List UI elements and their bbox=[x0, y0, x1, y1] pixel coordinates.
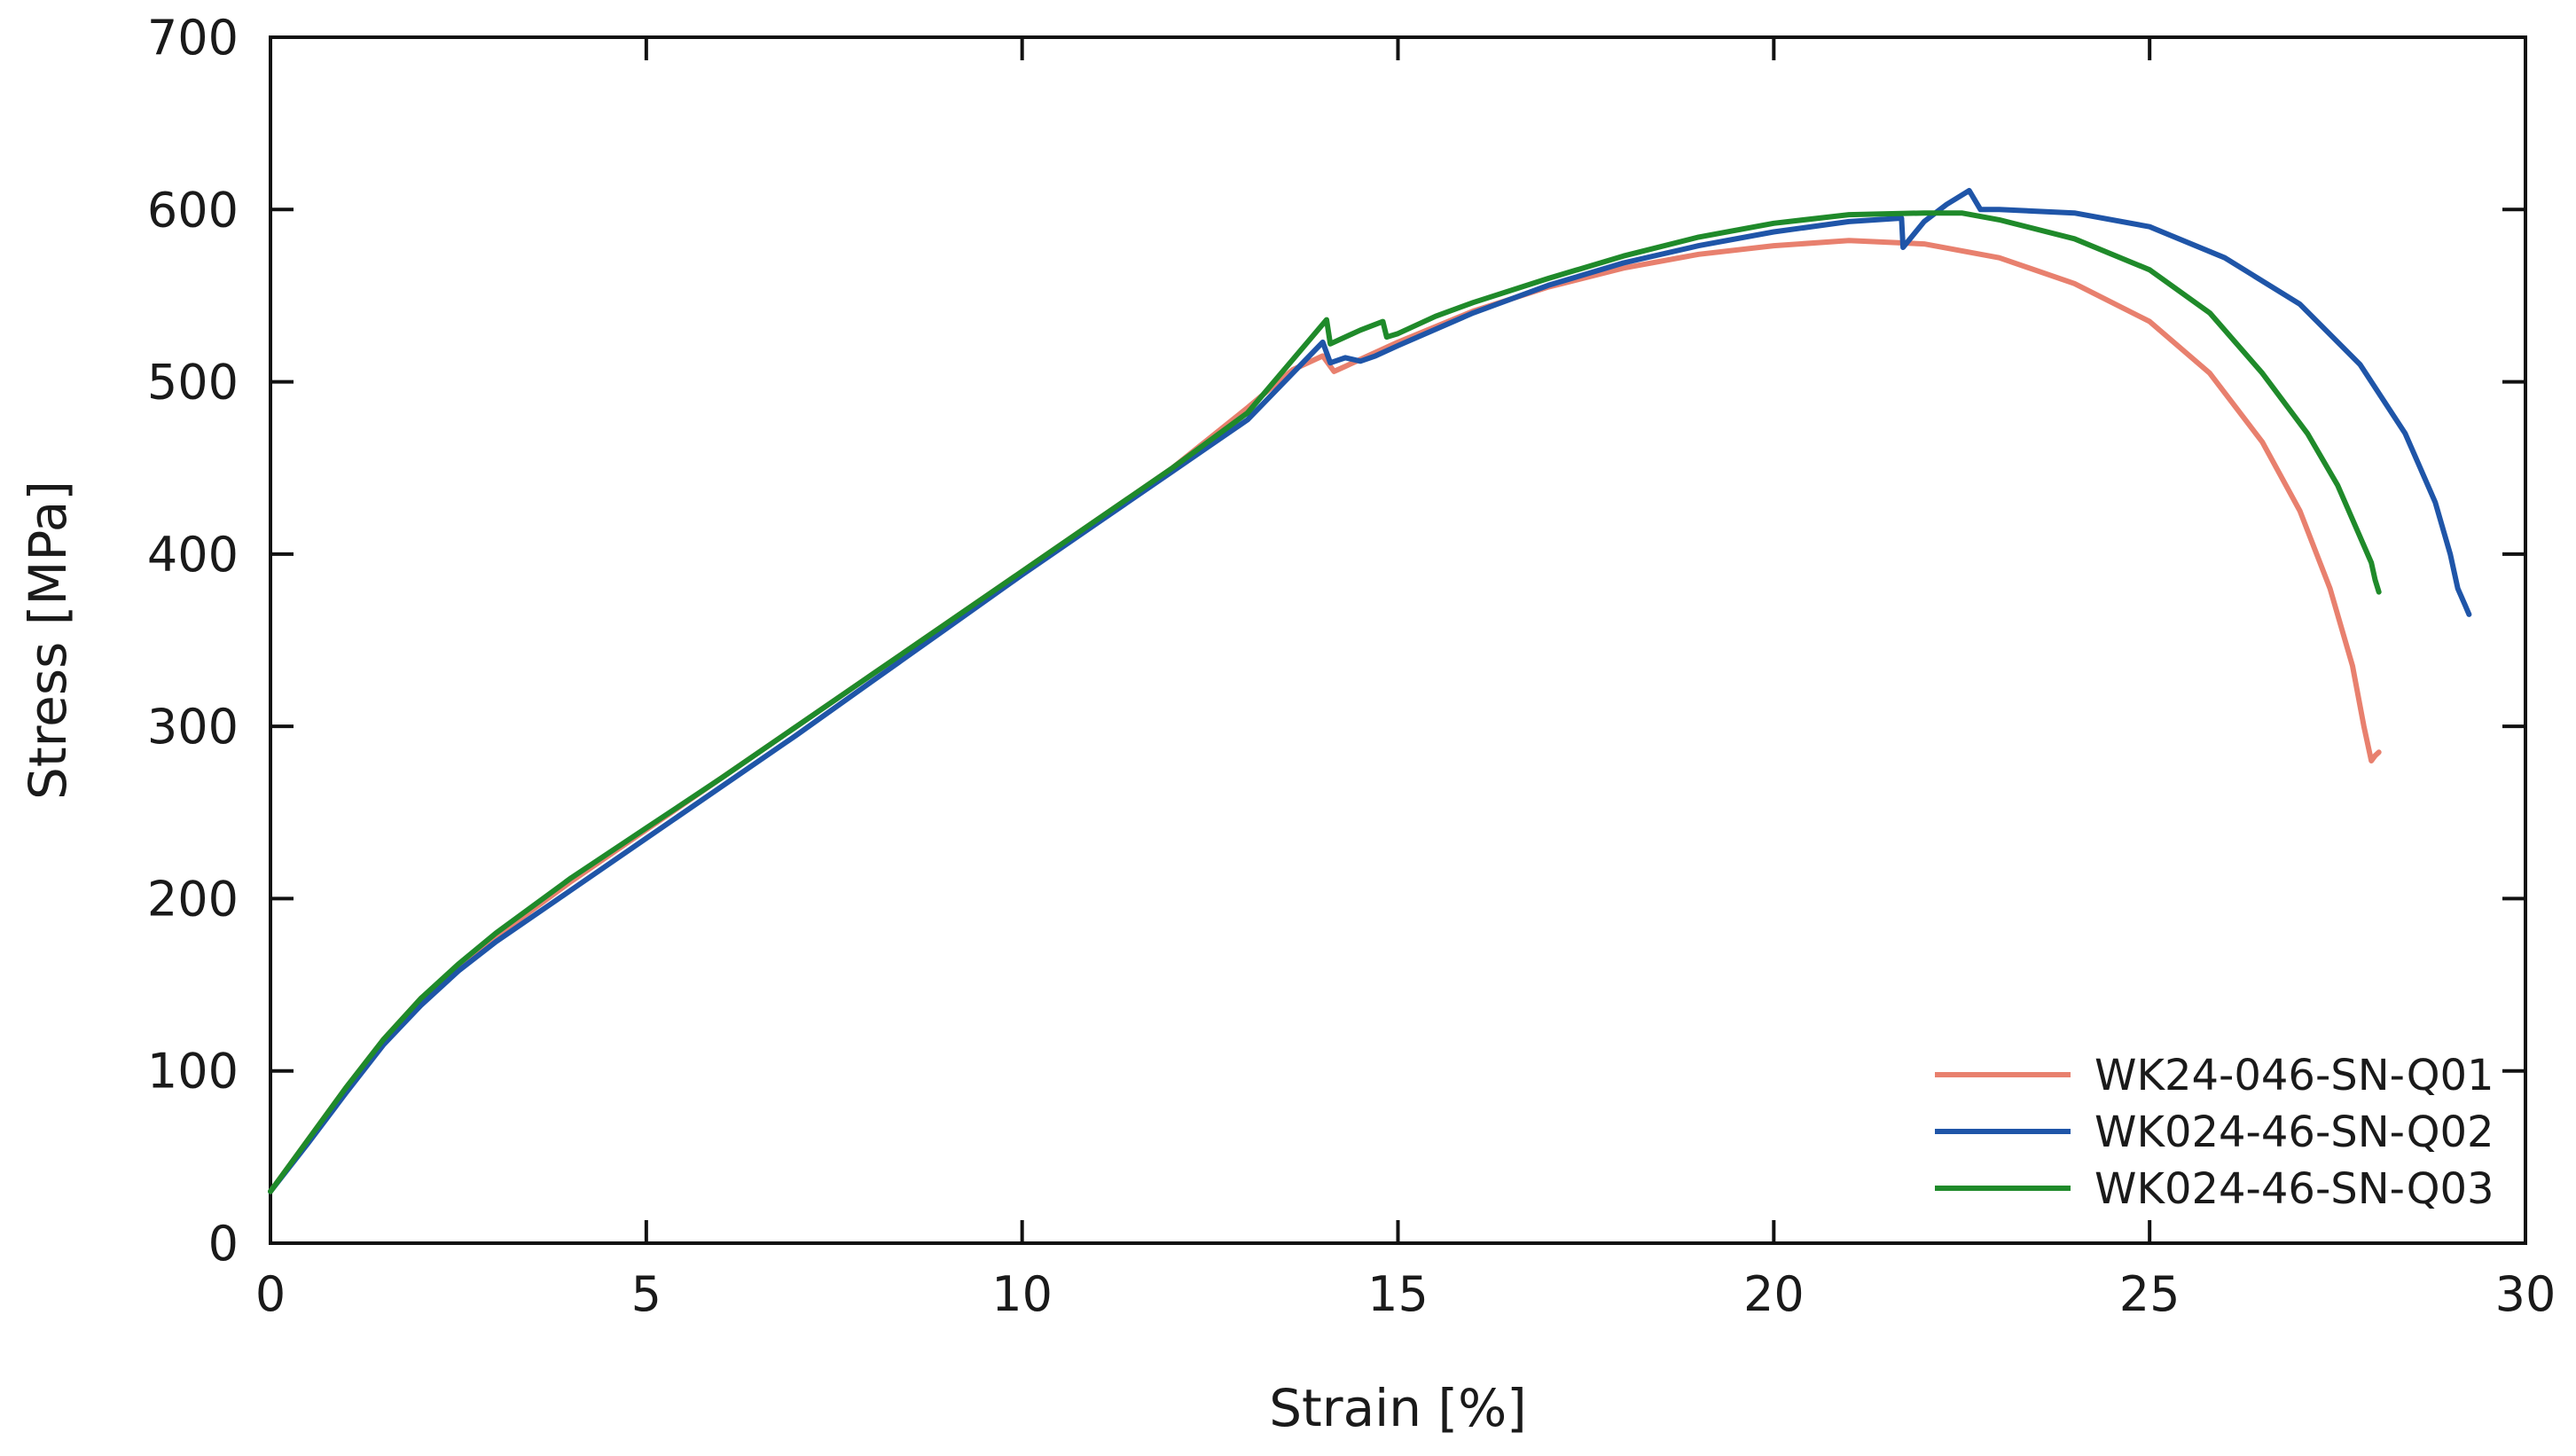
y-tick-label: 500 bbox=[147, 355, 239, 411]
x-axis-title: Strain [%] bbox=[1269, 1378, 1527, 1438]
y-tick-label: 200 bbox=[147, 871, 239, 927]
legend-label-3: WK024-46-SN-Q03 bbox=[2094, 1164, 2494, 1214]
y-tick-label: 700 bbox=[147, 10, 239, 66]
x-tick-label: 20 bbox=[1743, 1266, 1805, 1322]
x-tick-label: 10 bbox=[991, 1266, 1053, 1322]
x-tick-label: 15 bbox=[1367, 1266, 1429, 1322]
y-tick-label: 100 bbox=[147, 1044, 239, 1100]
y-axis-title: Stress [MPa] bbox=[18, 481, 78, 800]
series-line-2 bbox=[268, 187, 2472, 1194]
legend-label-1: WK24-046-SN-Q01 bbox=[2094, 1051, 2494, 1100]
y-tick-label: 400 bbox=[147, 527, 239, 583]
legend-label-2: WK024-46-SN-Q02 bbox=[2094, 1108, 2494, 1157]
x-tick-label: 30 bbox=[2495, 1266, 2556, 1322]
y-tick-label: 300 bbox=[147, 699, 239, 755]
x-tick-label: 0 bbox=[255, 1266, 286, 1322]
x-tick-label: 5 bbox=[631, 1266, 662, 1322]
x-tick-label: 25 bbox=[2119, 1266, 2181, 1322]
y-tick-label: 0 bbox=[208, 1216, 239, 1272]
y-tick-label: 600 bbox=[147, 182, 239, 238]
series-line-3 bbox=[268, 210, 2382, 1194]
